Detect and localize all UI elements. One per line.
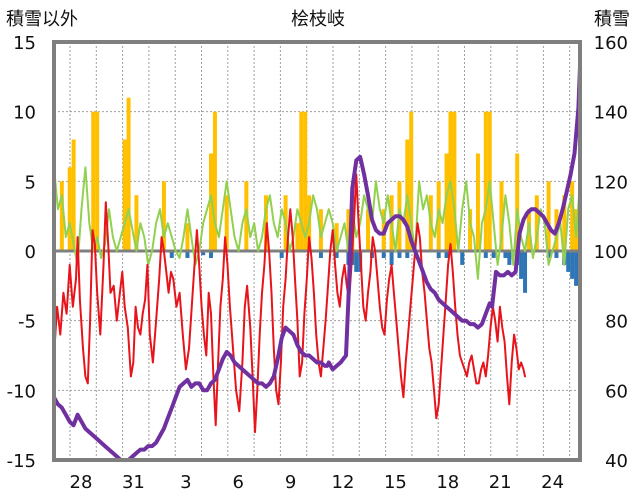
precip-bar-negative <box>405 251 410 258</box>
precip-bar-negative <box>519 251 524 279</box>
x-tick-label: 18 <box>436 472 459 493</box>
precip-bar-negative <box>279 251 284 258</box>
right-axis-label: 積雪 <box>594 9 630 30</box>
right-tick-label: 140 <box>594 103 628 124</box>
right-tick-label: 40 <box>605 451 628 472</box>
x-tick-label: 6 <box>232 472 243 493</box>
precip-bar <box>562 195 567 251</box>
precip-bar-negative <box>185 251 190 258</box>
precip-bar <box>452 111 457 252</box>
precip-bar-negative <box>523 251 528 293</box>
precip-bar <box>334 223 339 251</box>
precip-bar <box>570 181 575 251</box>
right-tick-label: 60 <box>605 381 628 402</box>
left-tick-label: 0 <box>25 242 36 263</box>
precip-bar-negative <box>389 251 394 265</box>
x-tick-label: 3 <box>180 472 191 493</box>
precip-bar <box>134 195 139 251</box>
right-tick-label: 100 <box>594 242 628 263</box>
left-tick-label: 15 <box>13 33 36 54</box>
precip-bar-negative <box>507 251 512 265</box>
x-tick-label: 31 <box>122 472 145 493</box>
precip-bar-negative <box>318 251 323 258</box>
x-tick-label: 28 <box>70 472 93 493</box>
precip-bar <box>91 111 96 252</box>
temperature-series-line <box>53 173 526 434</box>
precip-bar-negative <box>503 251 508 258</box>
precip-bar-negative <box>397 251 402 258</box>
precip-bar-negative <box>491 251 496 258</box>
precip-bar <box>534 195 539 251</box>
precip-bar-negative <box>436 251 441 258</box>
precip-bar-negative <box>201 251 206 256</box>
precip-bar <box>126 97 131 251</box>
precip-bar <box>185 223 190 251</box>
x-tick-label: 12 <box>332 472 355 493</box>
sunshine-series-line <box>53 166 581 280</box>
left-axis-label: 積雪以外 <box>6 9 78 30</box>
precip-bar <box>409 111 414 252</box>
precip-bar <box>444 153 449 251</box>
left-axis-ticks: 15 10 5 0 -5 -10 -15 <box>7 33 36 472</box>
precip-bar <box>95 111 100 252</box>
precip-bar-negative <box>444 251 449 258</box>
precip-bar-negative <box>334 251 339 258</box>
precip-bar-negative <box>483 251 488 258</box>
left-tick-label: 5 <box>25 172 36 193</box>
precip-bar <box>299 111 304 252</box>
precip-bar <box>122 139 127 251</box>
x-tick-label: 9 <box>285 472 296 493</box>
precip-bar <box>483 111 488 252</box>
precip-bar <box>212 111 217 252</box>
precip-bar <box>475 153 480 251</box>
precip-bar-negative <box>354 251 359 272</box>
left-tick-label: 10 <box>13 103 36 124</box>
chart-title: 桧枝岐 <box>291 9 345 30</box>
left-tick-label: -5 <box>18 312 36 333</box>
x-axis-ticks: 28 31 3 6 9 12 15 18 21 24 <box>70 472 565 493</box>
precip-bar <box>346 209 351 251</box>
precip-bar-negative <box>169 251 174 258</box>
precip-bar <box>71 139 76 251</box>
precip-bar <box>499 181 504 251</box>
precip-bar <box>546 181 551 251</box>
precip-bar <box>303 111 308 252</box>
left-tick-label: -10 <box>7 381 36 402</box>
precip-bar-negative <box>574 251 579 286</box>
precip-bar-negative <box>209 251 214 258</box>
precip-bar <box>59 181 64 251</box>
right-tick-label: 80 <box>605 312 628 333</box>
precip-bar-negative <box>460 251 465 265</box>
x-tick-label: 21 <box>489 472 512 493</box>
x-tick-label: 15 <box>384 472 407 493</box>
precip-bar <box>161 181 166 251</box>
precip-bar-negative <box>570 251 575 279</box>
precip-bar <box>468 209 473 251</box>
precip-bar <box>224 195 229 251</box>
precip-bar <box>366 209 371 251</box>
left-tick-label: -15 <box>7 451 36 472</box>
right-tick-label: 160 <box>594 33 628 54</box>
precip-bar-negative <box>566 251 571 272</box>
right-axis-ticks: 160 140 120 100 80 60 40 <box>594 33 628 472</box>
precip-bar-negative <box>554 251 559 258</box>
right-tick-label: 120 <box>594 172 628 193</box>
precip-bar <box>515 153 520 251</box>
plot-frame <box>52 40 582 462</box>
precip-bar-negative <box>381 251 386 258</box>
precip-bar <box>67 167 72 251</box>
x-tick-label: 24 <box>541 472 564 493</box>
snow-depth-series-line <box>52 64 582 462</box>
precip-bar <box>295 223 300 251</box>
